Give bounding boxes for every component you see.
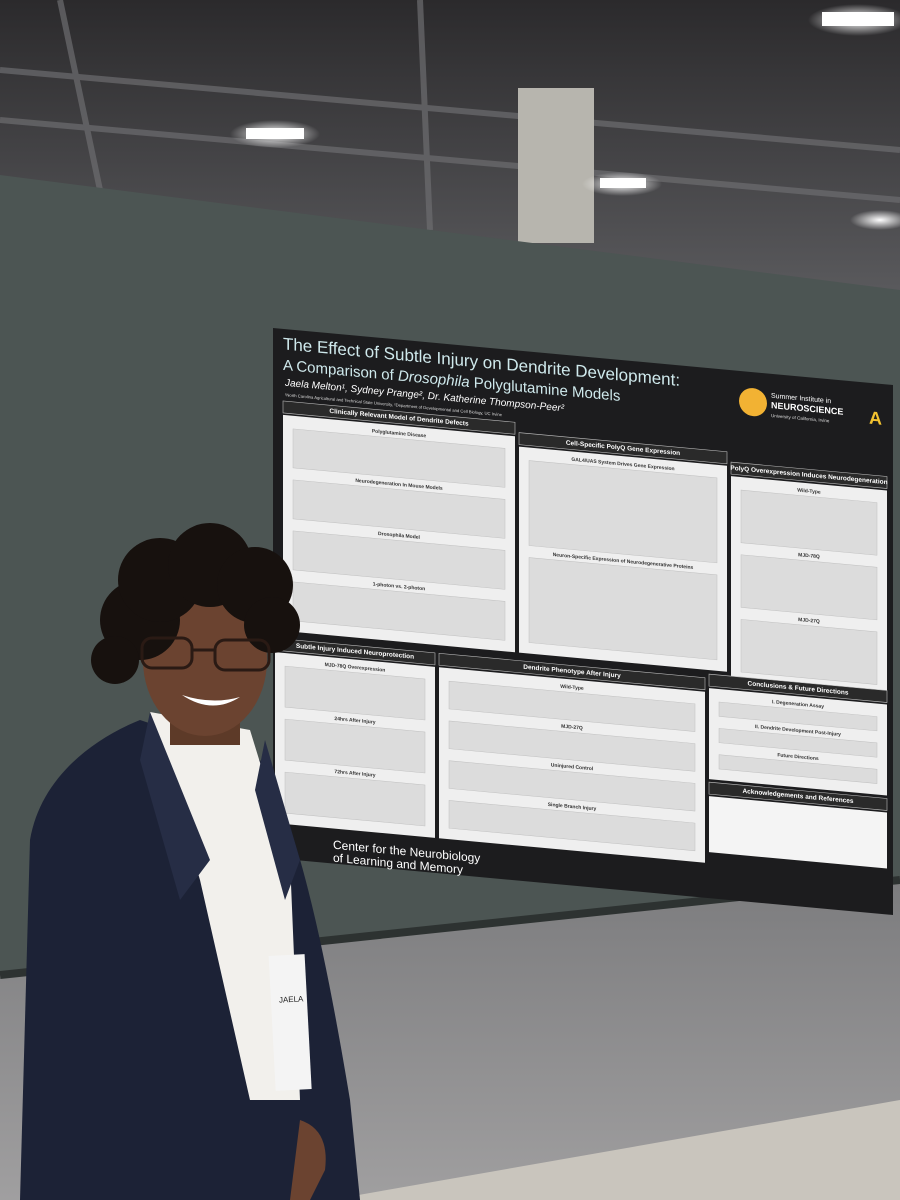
panel-figure: [448, 760, 696, 812]
panel-figure: [718, 728, 878, 758]
hair: [91, 523, 300, 684]
panel-label: Uninjured Control: [551, 762, 594, 772]
poster: The Effect of Subtle Injury on Dendrite …: [273, 328, 893, 916]
section-header-bar: [708, 781, 888, 811]
panel-figure: [718, 701, 878, 732]
lapel-right: [255, 740, 300, 900]
panel-figure: [528, 557, 718, 661]
section-body: [709, 796, 887, 869]
panel-label: 72hrs After Injury: [334, 769, 375, 779]
lapel-left: [140, 712, 210, 900]
panel-label: Future Directions: [777, 752, 819, 762]
panel-figure: [284, 718, 426, 774]
panel-label: Wild-Type: [560, 684, 584, 692]
badge-name: JAELA: [279, 994, 305, 1004]
panel-label: I. Degeneration Assay: [772, 699, 824, 710]
panel-figure: [284, 665, 426, 721]
panel-label: Drosophila Model: [378, 531, 420, 541]
panel-figure: [292, 530, 506, 590]
ncat-logo: A: [869, 408, 882, 429]
panel-figure: [528, 460, 718, 564]
section-header-bar: [282, 400, 516, 435]
section-header-bar: [518, 432, 728, 465]
panel-label: MJD-78Q Overexpression: [325, 662, 386, 674]
poster-panels: Clinically Relevant Model of Dendrite De…: [274, 400, 888, 869]
section-header-bar: [730, 461, 888, 489]
ceiling-lights: [230, 4, 900, 230]
panel-figure: [740, 554, 878, 621]
panel-label: Single Branch Injury: [548, 802, 597, 812]
person: JAELA: [20, 523, 360, 1200]
ceiling-beams: [0, 0, 900, 231]
panel-label: MJD-78Q: [798, 552, 820, 560]
panel-figure: [284, 771, 426, 827]
section-header-bar: [708, 673, 888, 703]
floor-aisle: [330, 1100, 900, 1200]
logo-bulb: [739, 388, 767, 417]
panel-label: MJD-27Q: [561, 724, 583, 732]
panel-figure: [448, 800, 696, 852]
logo-line3: University of California, Irvine: [771, 413, 830, 423]
panel-figure: [292, 581, 506, 641]
smile: [182, 695, 240, 706]
panel-figure: [448, 680, 696, 732]
glasses: [140, 636, 271, 672]
subtitle-species: Drosophila: [398, 367, 470, 391]
section-header-bar: [438, 652, 706, 691]
panel-label: Wild-Type: [797, 488, 821, 496]
name-badge: [268, 954, 312, 1091]
panel-figure: [292, 428, 506, 488]
panel-label: Polyglutamine Disease: [372, 428, 427, 439]
panel-figure: [740, 619, 878, 685]
panel-figure: [740, 489, 878, 556]
panel-figure: [292, 479, 506, 539]
panel-label: MJD-27Q: [798, 617, 820, 625]
panel-figure: [448, 720, 696, 772]
panel-figure: [718, 754, 878, 784]
panel-label: 24hrs After Injury: [334, 716, 375, 726]
column: [518, 88, 594, 243]
panel-label: 1-photon vs. 2-photon: [373, 582, 425, 593]
hand: [290, 1120, 326, 1200]
